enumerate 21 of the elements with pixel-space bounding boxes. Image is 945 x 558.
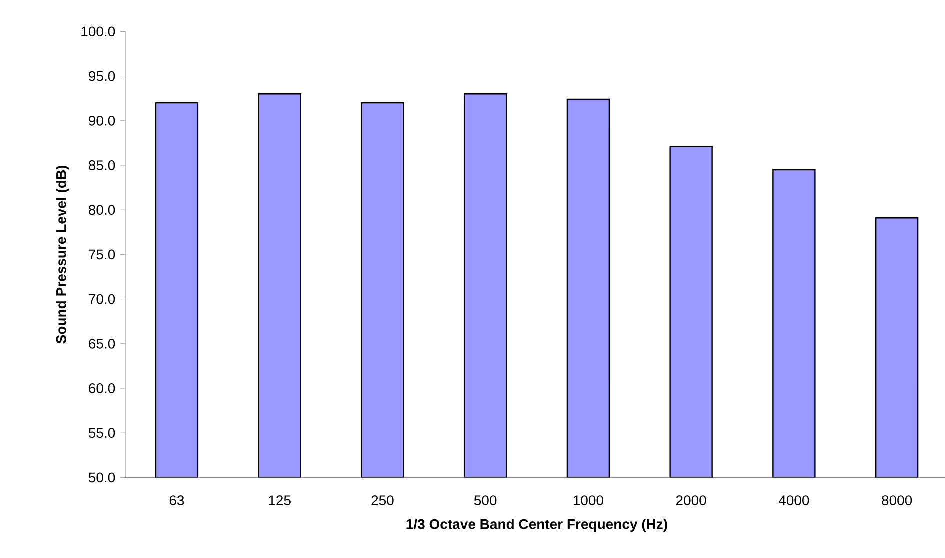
y-tick-label: 55.0	[88, 428, 116, 438]
y-tick-label: 70.0	[89, 294, 116, 304]
x-tick-label: 125	[269, 496, 291, 506]
y-tick-label: 65.0	[89, 338, 116, 349]
y-tick-label: 60.0	[89, 384, 116, 394]
y-axis-title: Sound Pressure Level (dB)	[56, 166, 70, 344]
y-tick-label: 50.0	[88, 472, 116, 483]
x-axis-title: 1/3 Octave Band Center Frequency (Hz)	[406, 519, 668, 532]
x-tick-label: 63	[170, 496, 184, 506]
y-tick-label: 90.0	[89, 116, 116, 126]
y-tick-label: 95.0	[89, 71, 116, 82]
x-tick-label: 8000	[882, 496, 912, 506]
x-tick-label: 250	[372, 496, 394, 506]
x-tick-label: 1000	[574, 496, 604, 506]
x-tick-label: 500	[474, 496, 497, 506]
y-tick-label: 100.0	[82, 26, 116, 37]
y-tick-label: 75.0	[89, 250, 116, 260]
y-tick-label: 85.0	[89, 160, 116, 170]
x-tick-label: 2000	[676, 496, 706, 506]
x-tick-label: 4000	[778, 496, 810, 506]
y-tick-label: 80.0	[89, 205, 116, 216]
